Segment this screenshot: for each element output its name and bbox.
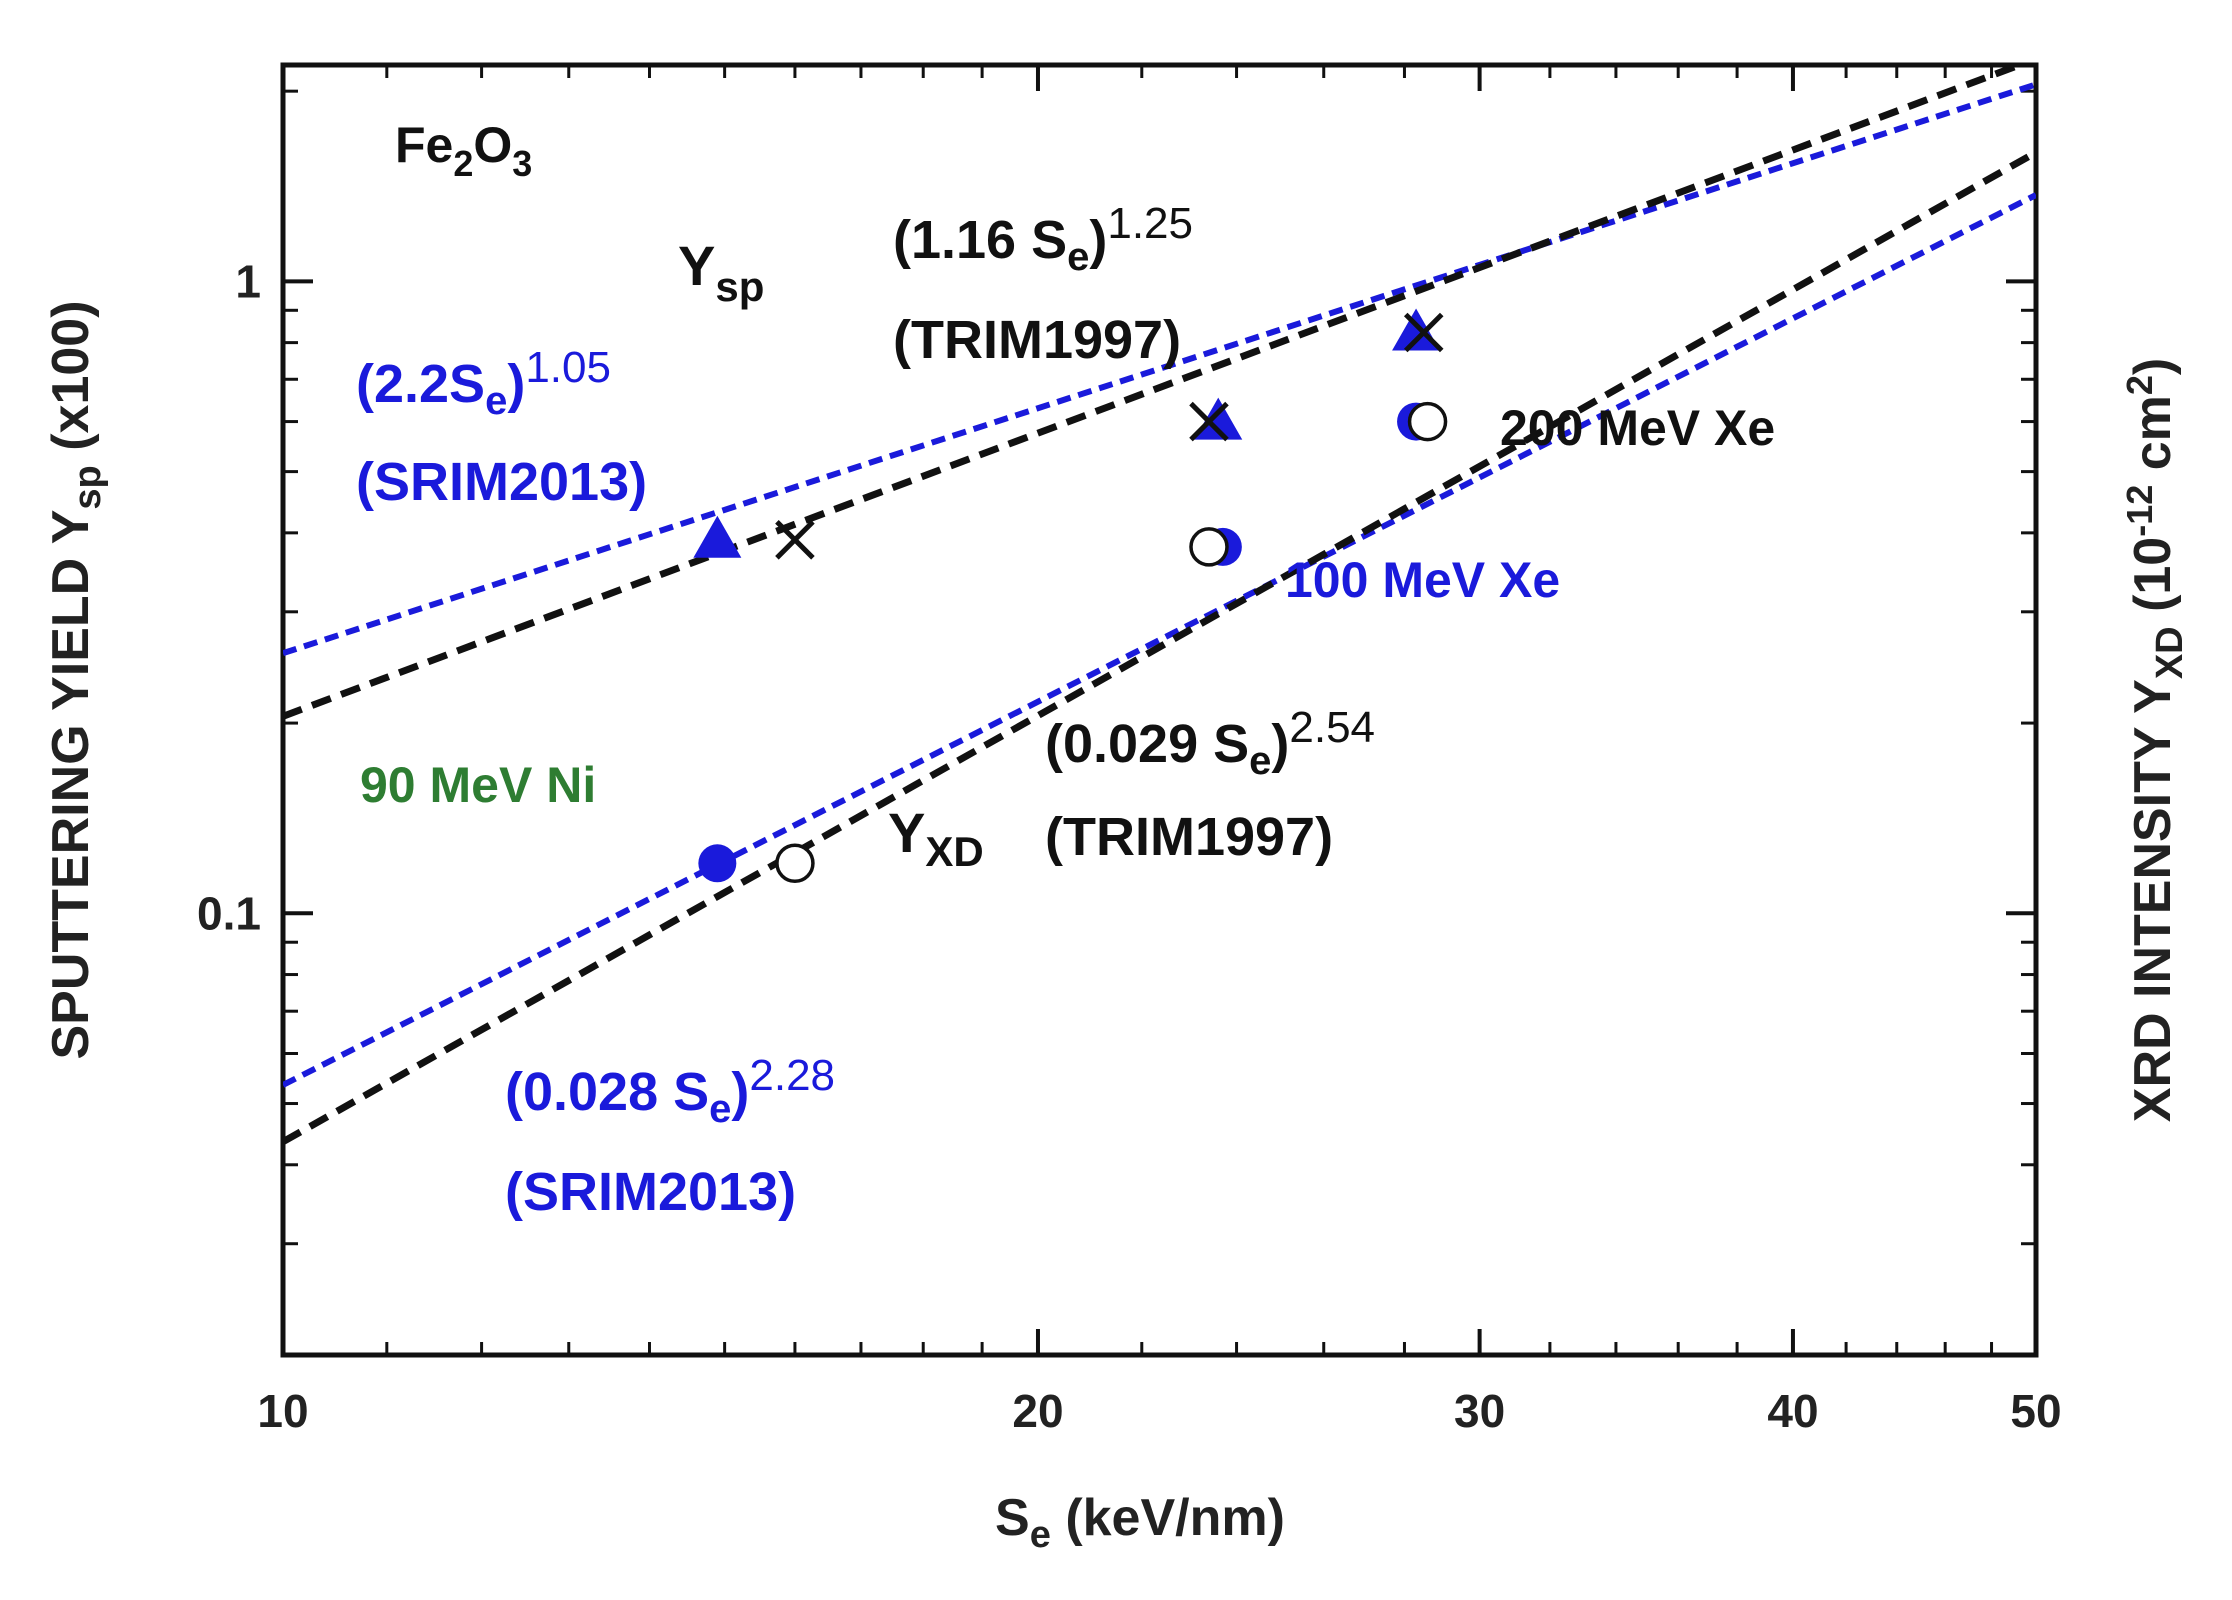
triangle-marker <box>1194 397 1243 440</box>
ion-label-90mev-ni: 90 MeV Ni <box>360 757 596 813</box>
ion-label-200mev-xe: 200 MeV Xe <box>1500 400 1775 456</box>
y-tick-label: 0.1 <box>197 887 261 939</box>
fit-line <box>283 192 2036 1088</box>
plot-frame <box>280 62 2039 1358</box>
axis-ticks <box>281 65 2038 1355</box>
data-markers <box>693 308 1448 884</box>
ion-label-100mev-xe: 100 MeV Xe <box>1285 552 1560 608</box>
ysp-label: Ysp <box>678 234 764 310</box>
ysp-srim-formula: (2.2Se)1.05 <box>356 343 611 423</box>
filled-circle-marker <box>698 844 737 883</box>
yxd-srim-source: (SRIM2013) <box>505 1162 796 1222</box>
cross-marker <box>775 520 815 560</box>
cross-marker <box>1403 312 1444 353</box>
x-tick-label: 50 <box>2010 1385 2061 1437</box>
yxd-srim-formula: (0.028 Se)2.28 <box>505 1051 835 1131</box>
fit-line <box>283 65 2030 720</box>
material-label: Fe2O3 <box>395 117 532 184</box>
ysp-trim-source: (TRIM1997) <box>893 310 1181 370</box>
y-axis-title-left: SPUTTERING YIELD Ysp (x100) <box>42 300 109 1059</box>
x-tick-label: 10 <box>257 1385 308 1437</box>
yxd-label: YXD <box>888 801 984 875</box>
tick-labels: 10 20 30 40 50 0.1 1 <box>197 255 2062 1437</box>
fit-line <box>283 149 2036 1145</box>
open-circle-marker <box>775 843 815 884</box>
yxd-trim-formula: (0.029 Se)2.54 <box>1045 703 1375 783</box>
x-tick-label: 40 <box>1767 1385 1818 1437</box>
open-circle-marker <box>1189 527 1229 567</box>
ysp-srim-source: (SRIM2013) <box>356 452 647 512</box>
x-tick-label: 30 <box>1454 1385 1505 1437</box>
x-axis-title: Se (keV/nm) <box>995 1489 1285 1556</box>
y-axis-title-right: XRD INTENSITY YXD (10-12 cm2) <box>2119 358 2191 1122</box>
fit-lines <box>283 65 2036 1145</box>
x-tick-label: 20 <box>1012 1385 1063 1437</box>
yxd-trim-source: (TRIM1997) <box>1045 807 1333 867</box>
cross-marker <box>1189 401 1229 442</box>
triangle-marker <box>693 515 742 558</box>
y-tick-label: 1 <box>235 255 261 307</box>
ysp-trim-formula: (1.16 Se)1.25 <box>893 199 1193 279</box>
open-circle-marker <box>1407 401 1448 442</box>
